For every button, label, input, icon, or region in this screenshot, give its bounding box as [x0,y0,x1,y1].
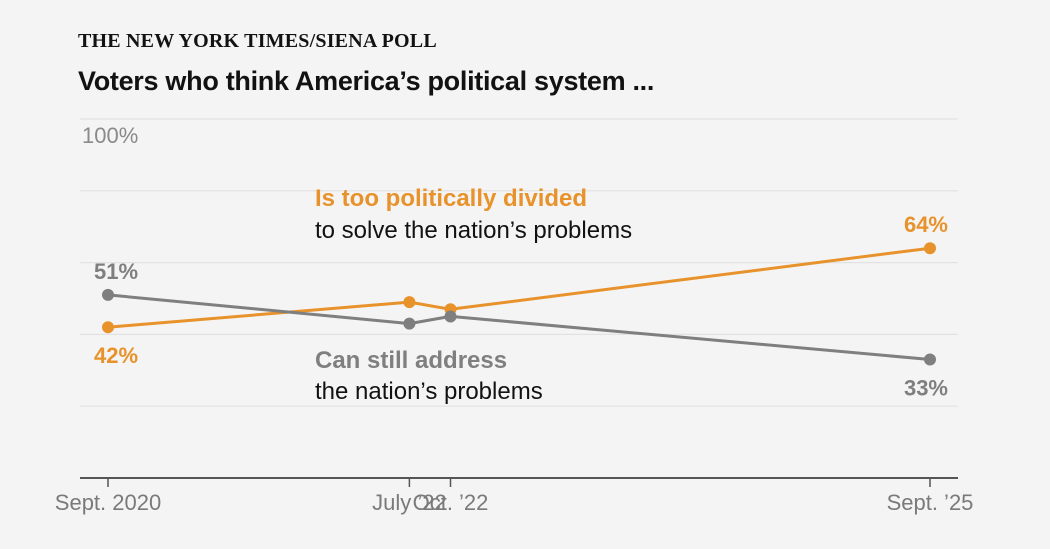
series-subname-divided: to solve the nation’s problems [315,217,632,244]
data-point-divided [403,296,416,309]
gridlines: 100% [80,118,958,407]
y-tick-label: 100% [82,123,138,148]
x-tick-label: July ’22 [372,490,447,515]
series-subname-address: the nation’s problems [315,378,543,405]
x-tick-label: Sept. 2020 [55,490,161,515]
value-label-address: 33% [904,376,948,401]
x-tick-label: Oct. ’22 [413,490,489,515]
x-tick-label: Sept. ’25 [887,490,974,515]
chart-title: Voters who think America’s political sys… [78,66,655,96]
series-labels: 42% 64% 51% 33% Is too politically divided to… [94,185,948,405]
data-point-address [403,317,416,330]
data-point-address [924,353,936,366]
series-name-address: Can still address [315,347,507,374]
data-point-divided [924,242,936,255]
value-label-address: 51% [94,259,138,284]
data-point-address [102,288,114,301]
value-label-divided: 64% [904,212,948,237]
data-point-divided [102,321,114,334]
series-name-divided: Is too politically divided [315,185,587,212]
kicker: THE NEW YORK TIMES/SIENA POLL [78,30,437,52]
series-line-address [107,293,931,361]
series-line-divided [107,246,931,329]
value-label-divided: 42% [94,343,138,368]
data-point-address [444,310,457,323]
series-lines [102,242,936,366]
